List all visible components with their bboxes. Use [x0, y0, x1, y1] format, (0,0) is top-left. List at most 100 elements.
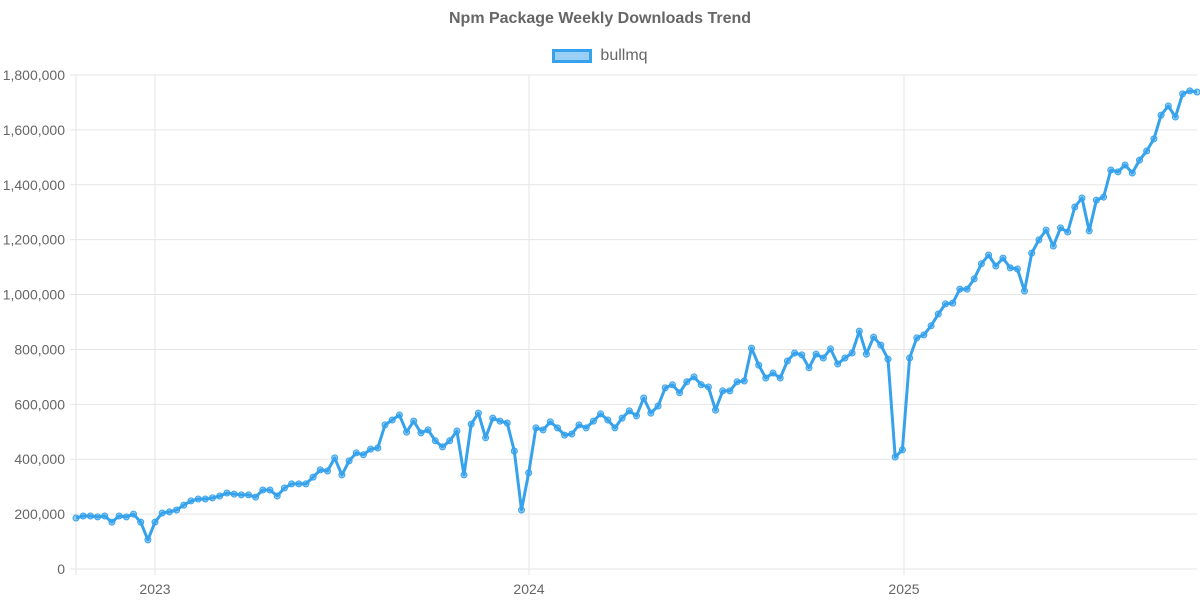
- data-point[interactable]: [108, 518, 116, 526]
- data-point[interactable]: [1057, 224, 1064, 232]
- data-point[interactable]: [367, 445, 375, 453]
- data-point[interactable]: [704, 383, 712, 391]
- data-point[interactable]: [252, 493, 260, 501]
- data-point[interactable]: [554, 424, 561, 432]
- data-point[interactable]: [1128, 169, 1136, 177]
- data-point[interactable]: [855, 327, 863, 335]
- data-point[interactable]: [324, 467, 331, 475]
- data-point[interactable]: [173, 506, 181, 514]
- data-point[interactable]: [848, 349, 856, 357]
- data-point[interactable]: [1150, 135, 1158, 143]
- data-point[interactable]: [158, 509, 166, 517]
- series-points-bullmq[interactable]: [72, 87, 1200, 544]
- data-point[interactable]: [1078, 194, 1086, 202]
- data-point[interactable]: [316, 466, 324, 474]
- data-point[interactable]: [604, 416, 612, 424]
- data-point[interactable]: [668, 381, 676, 389]
- data-point[interactable]: [1186, 87, 1194, 95]
- data-point[interactable]: [970, 275, 978, 283]
- data-point[interactable]: [510, 447, 518, 455]
- data-point[interactable]: [1042, 226, 1050, 234]
- data-point[interactable]: [783, 357, 791, 365]
- data-point[interactable]: [374, 444, 382, 452]
- data-point[interactable]: [798, 351, 806, 359]
- data-point[interactable]: [273, 492, 281, 500]
- data-point[interactable]: [165, 508, 173, 516]
- data-point[interactable]: [266, 486, 274, 494]
- data-point[interactable]: [1157, 111, 1165, 119]
- data-point[interactable]: [654, 402, 662, 410]
- data-point[interactable]: [237, 491, 245, 499]
- data-point[interactable]: [834, 360, 842, 368]
- data-point[interactable]: [640, 394, 648, 402]
- data-point[interactable]: [956, 285, 964, 293]
- data-point[interactable]: [424, 426, 432, 434]
- data-point[interactable]: [525, 469, 533, 477]
- data-point[interactable]: [906, 354, 914, 362]
- data-point[interactable]: [726, 387, 734, 395]
- data-point[interactable]: [503, 419, 511, 427]
- data-point[interactable]: [403, 428, 411, 436]
- data-point[interactable]: [453, 427, 461, 435]
- data-point[interactable]: [122, 513, 130, 521]
- data-point[interactable]: [942, 300, 949, 308]
- data-point[interactable]: [870, 333, 878, 341]
- data-point[interactable]: [934, 310, 942, 318]
- data-point[interactable]: [1021, 287, 1028, 295]
- data-point[interactable]: [676, 389, 684, 397]
- data-point[interactable]: [647, 409, 655, 417]
- data-point[interactable]: [977, 260, 985, 268]
- data-point[interactable]: [927, 322, 935, 330]
- data-point[interactable]: [302, 480, 310, 488]
- data-point[interactable]: [1092, 196, 1100, 204]
- data-point[interactable]: [683, 378, 691, 386]
- data-point[interactable]: [1013, 265, 1021, 273]
- data-point[interactable]: [618, 414, 626, 422]
- data-point[interactable]: [985, 251, 993, 259]
- data-point[interactable]: [561, 431, 569, 439]
- data-point[interactable]: [1193, 88, 1200, 96]
- data-point[interactable]: [467, 420, 475, 428]
- data-point[interactable]: [755, 361, 763, 369]
- data-point[interactable]: [589, 417, 597, 425]
- data-point[interactable]: [101, 512, 109, 520]
- data-point[interactable]: [417, 429, 425, 437]
- data-point[interactable]: [1121, 161, 1129, 169]
- data-point[interactable]: [661, 384, 669, 392]
- data-point[interactable]: [439, 443, 446, 451]
- data-point[interactable]: [94, 513, 102, 521]
- data-point[interactable]: [611, 424, 619, 432]
- data-point[interactable]: [259, 486, 267, 494]
- data-point[interactable]: [79, 512, 87, 520]
- data-point[interactable]: [460, 471, 468, 479]
- data-point[interactable]: [1114, 168, 1122, 176]
- data-point[interactable]: [1064, 228, 1072, 236]
- data-point[interactable]: [345, 457, 353, 465]
- data-point[interactable]: [489, 414, 497, 422]
- data-point[interactable]: [410, 417, 418, 425]
- data-point[interactable]: [812, 350, 820, 358]
- data-point[interactable]: [1171, 113, 1179, 121]
- data-point[interactable]: [338, 471, 346, 479]
- data-point[interactable]: [151, 518, 159, 526]
- data-point[interactable]: [877, 341, 885, 349]
- data-point[interactable]: [1107, 166, 1115, 174]
- data-point[interactable]: [597, 410, 605, 418]
- data-point[interactable]: [1179, 90, 1187, 98]
- data-point[interactable]: [963, 285, 971, 293]
- data-point[interactable]: [395, 411, 403, 419]
- data-point[interactable]: [446, 437, 454, 445]
- data-point[interactable]: [827, 345, 834, 353]
- data-point[interactable]: [625, 407, 633, 415]
- data-point[interactable]: [115, 512, 123, 520]
- data-point[interactable]: [769, 369, 777, 377]
- data-point[interactable]: [999, 254, 1007, 262]
- data-point[interactable]: [474, 409, 482, 417]
- data-point[interactable]: [748, 344, 755, 352]
- data-point[interactable]: [1136, 156, 1143, 164]
- data-point[interactable]: [690, 373, 698, 381]
- data-point[interactable]: [762, 374, 770, 382]
- legend-swatch[interactable]: [552, 49, 593, 63]
- data-point[interactable]: [245, 491, 252, 499]
- data-point[interactable]: [1164, 102, 1172, 110]
